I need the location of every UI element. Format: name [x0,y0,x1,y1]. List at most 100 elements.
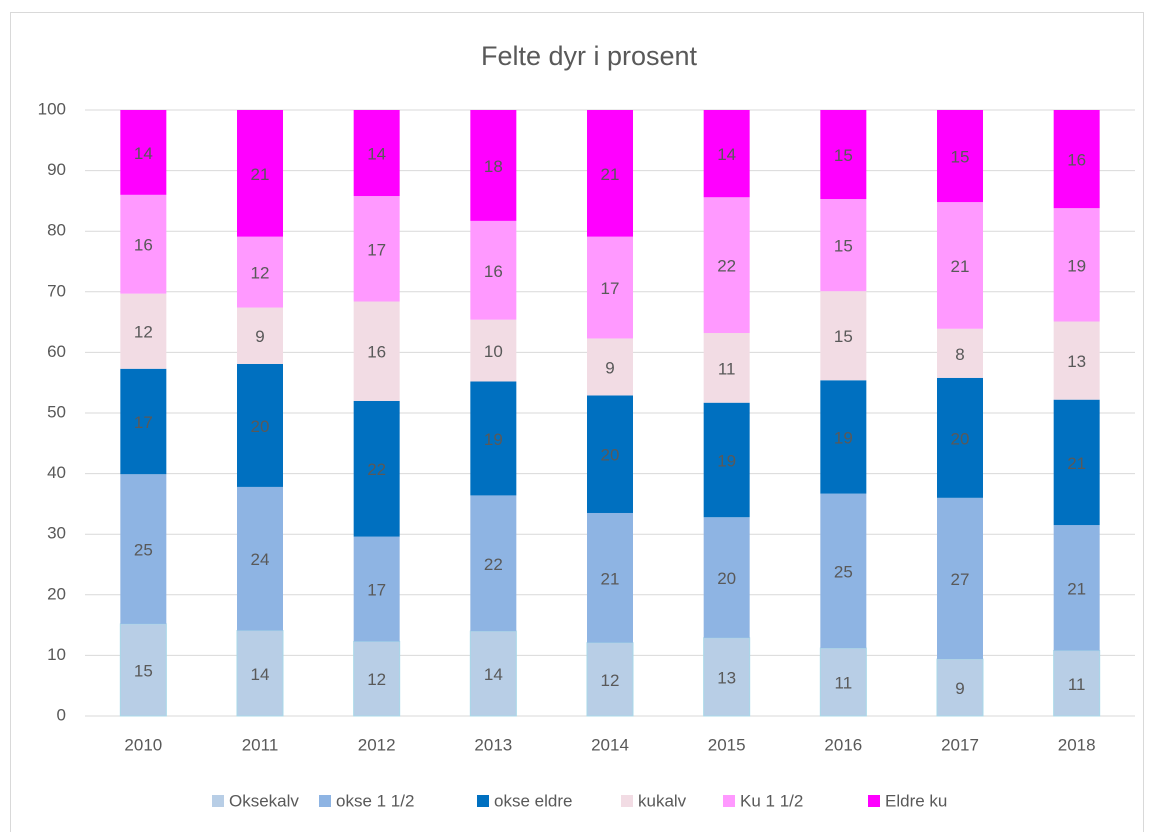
data-label: 22 [367,460,386,479]
x-tick-label: 2012 [358,735,396,754]
data-label: 14 [367,145,386,164]
data-label: 14 [717,145,736,164]
data-label: 18 [484,157,503,176]
bar-segment [703,110,750,198]
data-label: 12 [367,670,386,689]
data-label: 14 [484,665,503,684]
legend-swatch [319,795,331,807]
bar-segment [937,497,983,660]
x-tick-label: 2018 [1058,735,1096,754]
x-tick-label: 2017 [941,735,979,754]
data-label: 19 [484,430,503,449]
data-label: 13 [717,668,736,687]
bar-segment [237,486,283,631]
bar-segment [703,197,750,334]
x-tick-label: 2016 [824,735,862,754]
data-label: 25 [834,562,853,581]
legend-label: kukalv [638,791,687,810]
bar-segment [353,301,400,401]
data-label: 11 [718,359,736,378]
bar-segment [937,377,983,498]
legend-swatch [477,795,489,807]
data-label: 19 [834,428,853,447]
x-tick-label: 2010 [124,735,162,754]
data-label: 22 [717,257,736,276]
data-label: 17 [134,413,153,432]
bar-segment [120,293,167,369]
bar-segment [587,512,633,643]
chart-title: Felte dyr i prosent [481,41,698,71]
bar-segment [237,307,283,364]
bar-segment [120,110,167,195]
bar-segment [237,110,283,237]
bar-segment [819,647,867,717]
x-tick-label: 2011 [242,735,279,754]
y-tick-label: 100 [38,99,66,118]
legend-label: Eldre ku [885,791,947,810]
bar-segment [1053,110,1100,209]
y-tick-label: 80 [47,221,66,240]
y-tick-label: 30 [47,524,66,543]
data-label: 16 [134,236,153,255]
bar-segment [470,220,517,320]
data-label: 9 [955,679,964,698]
bar-segment [936,658,984,717]
bar-segment [470,495,517,632]
bar-segment [587,236,633,339]
legend-label: Ku 1 1/2 [740,791,803,810]
bar-segment [937,110,983,203]
bar-segment [353,536,400,642]
data-label: 11 [835,674,853,693]
legend-label: Oksekalv [229,791,299,810]
bar-segment [120,474,167,624]
bar-segment [587,395,633,513]
y-tick-label: 0 [57,705,66,724]
bar-segment [119,623,167,717]
data-label: 24 [251,550,270,569]
bar-segment [1053,650,1101,717]
bar-segment [237,363,283,487]
data-label: 14 [251,665,270,684]
data-label: 25 [134,541,153,560]
data-label: 12 [134,323,153,342]
bar-segment [353,196,400,302]
legend-label: okse 1 1/2 [336,791,414,810]
data-label: 17 [367,240,386,259]
bar-segment [470,110,517,221]
bar-segment [1053,525,1100,651]
data-label: 20 [601,446,620,465]
bar-segment [703,517,750,638]
bar-segment [120,194,167,294]
data-label: 10 [484,342,503,361]
bar-segment [470,381,517,496]
data-label: 15 [834,146,853,165]
bar-segment [703,402,750,518]
y-tick-label: 10 [47,645,66,664]
data-label: 15 [834,327,853,346]
data-label: 9 [255,327,264,346]
data-label: 21 [601,569,620,588]
data-label: 19 [1067,256,1086,275]
data-label: 12 [251,264,270,283]
bar-segment [470,319,517,382]
data-label: 19 [717,451,736,470]
bar-segment [1053,399,1100,526]
x-tick-label: 2014 [591,735,629,754]
bar-segment [236,630,284,717]
legend-swatch [868,795,880,807]
data-label: 20 [951,429,970,448]
data-label: 15 [951,148,970,167]
bar-segment [820,493,867,649]
bar-segment [120,368,167,475]
data-label: 21 [601,165,620,184]
data-label: 22 [484,555,503,574]
bar-segment [587,110,633,237]
data-label: 15 [134,661,153,680]
bar-segment [820,380,867,494]
bar-segment [703,637,751,717]
data-label: 11 [1068,675,1086,694]
data-label: 16 [367,343,386,362]
data-label: 13 [1067,352,1086,371]
data-label: 16 [484,262,503,281]
bar-segment [820,199,867,292]
